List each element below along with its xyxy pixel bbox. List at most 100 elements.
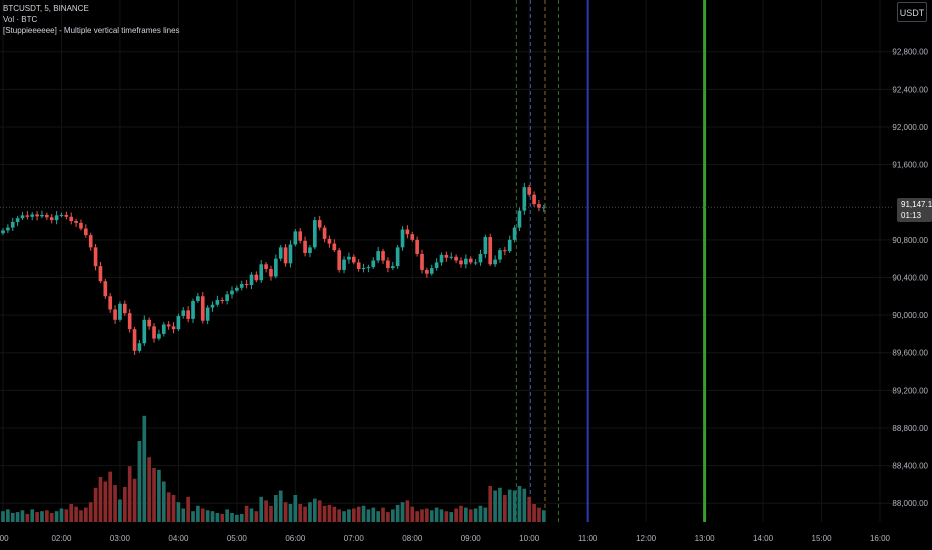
volume-bar xyxy=(347,509,351,522)
candle-body xyxy=(322,227,327,239)
volume-bar xyxy=(420,509,424,522)
volume-bar xyxy=(498,487,502,522)
candle-body xyxy=(10,221,15,228)
time-tick-label: 13:00 xyxy=(695,534,716,543)
time-tick-label: 14:00 xyxy=(753,534,774,543)
candle-body xyxy=(395,247,400,267)
price-tick-label: 89,200.00 xyxy=(892,386,928,395)
volume-bar xyxy=(59,508,64,522)
candle-body xyxy=(259,264,264,281)
price-tick-label: 88,000.00 xyxy=(892,499,928,508)
candle-body xyxy=(244,284,249,286)
volume-bar xyxy=(361,505,366,522)
volume-bar xyxy=(132,478,137,522)
volume-bar xyxy=(527,496,532,522)
candle-body xyxy=(20,215,25,219)
candle-body xyxy=(171,326,176,330)
volume-legend[interactable]: Vol · BTC xyxy=(3,15,38,24)
currency-unit-button[interactable]: USDT xyxy=(897,2,927,22)
candle-body xyxy=(132,329,137,351)
volume-bar xyxy=(186,496,190,522)
volume-bar xyxy=(483,507,488,522)
candlesticks xyxy=(1,182,546,355)
volume-bar xyxy=(512,490,517,522)
candle-body xyxy=(122,303,127,314)
volume-bar xyxy=(405,500,410,522)
volume-bar xyxy=(317,500,322,522)
volume-bar xyxy=(20,510,25,522)
volume-bar xyxy=(64,509,69,522)
candle-body xyxy=(493,259,497,265)
candle-body xyxy=(45,214,49,218)
indicator-legend[interactable]: [Stuppieeeeee] - Multiple vertical timef… xyxy=(3,26,180,35)
volume-bar xyxy=(103,481,108,522)
candle-body xyxy=(439,254,444,263)
candle-body xyxy=(541,207,546,209)
volume-bar xyxy=(459,505,463,522)
candle-body xyxy=(522,187,527,211)
candle-body xyxy=(220,300,225,302)
candle-body xyxy=(64,214,69,217)
volume-bar xyxy=(351,508,356,522)
candle-body xyxy=(239,284,244,288)
candle-body xyxy=(205,307,210,321)
candle-body xyxy=(537,204,541,208)
candle-body xyxy=(420,253,424,270)
volume-bar xyxy=(532,504,536,522)
volume-bar xyxy=(332,506,337,522)
candle-body xyxy=(332,243,337,251)
candle-body xyxy=(84,228,88,236)
volume-bar xyxy=(293,495,298,522)
volume-bar xyxy=(429,510,434,522)
volume-bar xyxy=(54,511,59,522)
symbol-title[interactable]: BTCUSDT, 5, BINANCE xyxy=(3,4,89,13)
volume-bar xyxy=(6,509,10,522)
volume-bar xyxy=(244,505,249,522)
volume-bar xyxy=(322,505,327,522)
candle-body xyxy=(25,215,30,217)
candle-body xyxy=(361,268,366,270)
candle-body xyxy=(517,210,522,228)
candle-body xyxy=(40,214,44,217)
candle-body xyxy=(317,220,322,228)
volume-bar xyxy=(137,441,142,522)
time-tick-label: 04:00 xyxy=(168,534,189,543)
volume-bar xyxy=(239,513,244,522)
candle-body xyxy=(366,267,371,269)
time-tick-label: 02:00 xyxy=(51,534,72,543)
volume-bar xyxy=(288,504,293,522)
time-axis[interactable]: :00 02:00 03:00 04:00 05:00 06:00 07:00 08:00 09… xyxy=(0,534,891,543)
volume-bar xyxy=(464,507,468,522)
price-tick-label: 90,400.00 xyxy=(892,273,928,282)
volume-bar xyxy=(395,504,400,522)
candle-body xyxy=(405,229,410,235)
candle-body xyxy=(454,256,458,261)
candle-body xyxy=(264,264,268,269)
volume-bar xyxy=(503,495,507,522)
candle-body xyxy=(147,319,151,327)
volume-bar xyxy=(49,513,54,522)
volume-bar xyxy=(478,505,483,522)
last-price-label: 91,147.10 01:13 xyxy=(897,198,932,222)
candle-body xyxy=(142,319,147,344)
volume-bar xyxy=(210,511,215,522)
volume-bar xyxy=(400,502,405,522)
volume-bar xyxy=(200,508,205,522)
price-axis[interactable]: 92,800.00 92,400.00 92,000.00 91,600.00 90,8… xyxy=(892,48,928,508)
volume-bar xyxy=(249,508,254,522)
volume-bar xyxy=(176,502,181,522)
candle-body xyxy=(79,222,83,229)
time-tick-label: 11:00 xyxy=(578,534,598,543)
candle-body xyxy=(118,303,122,320)
candle-body xyxy=(483,237,488,254)
price-tick-label: 92,800.00 xyxy=(892,48,928,57)
volume-bar xyxy=(371,507,376,522)
candle-body xyxy=(371,260,376,268)
volume-bar xyxy=(425,508,429,522)
candle-body xyxy=(410,234,415,240)
candle-body xyxy=(137,343,142,351)
volume-bar xyxy=(142,415,147,522)
candle-body xyxy=(186,310,190,319)
timeframe-lines xyxy=(515,0,707,522)
